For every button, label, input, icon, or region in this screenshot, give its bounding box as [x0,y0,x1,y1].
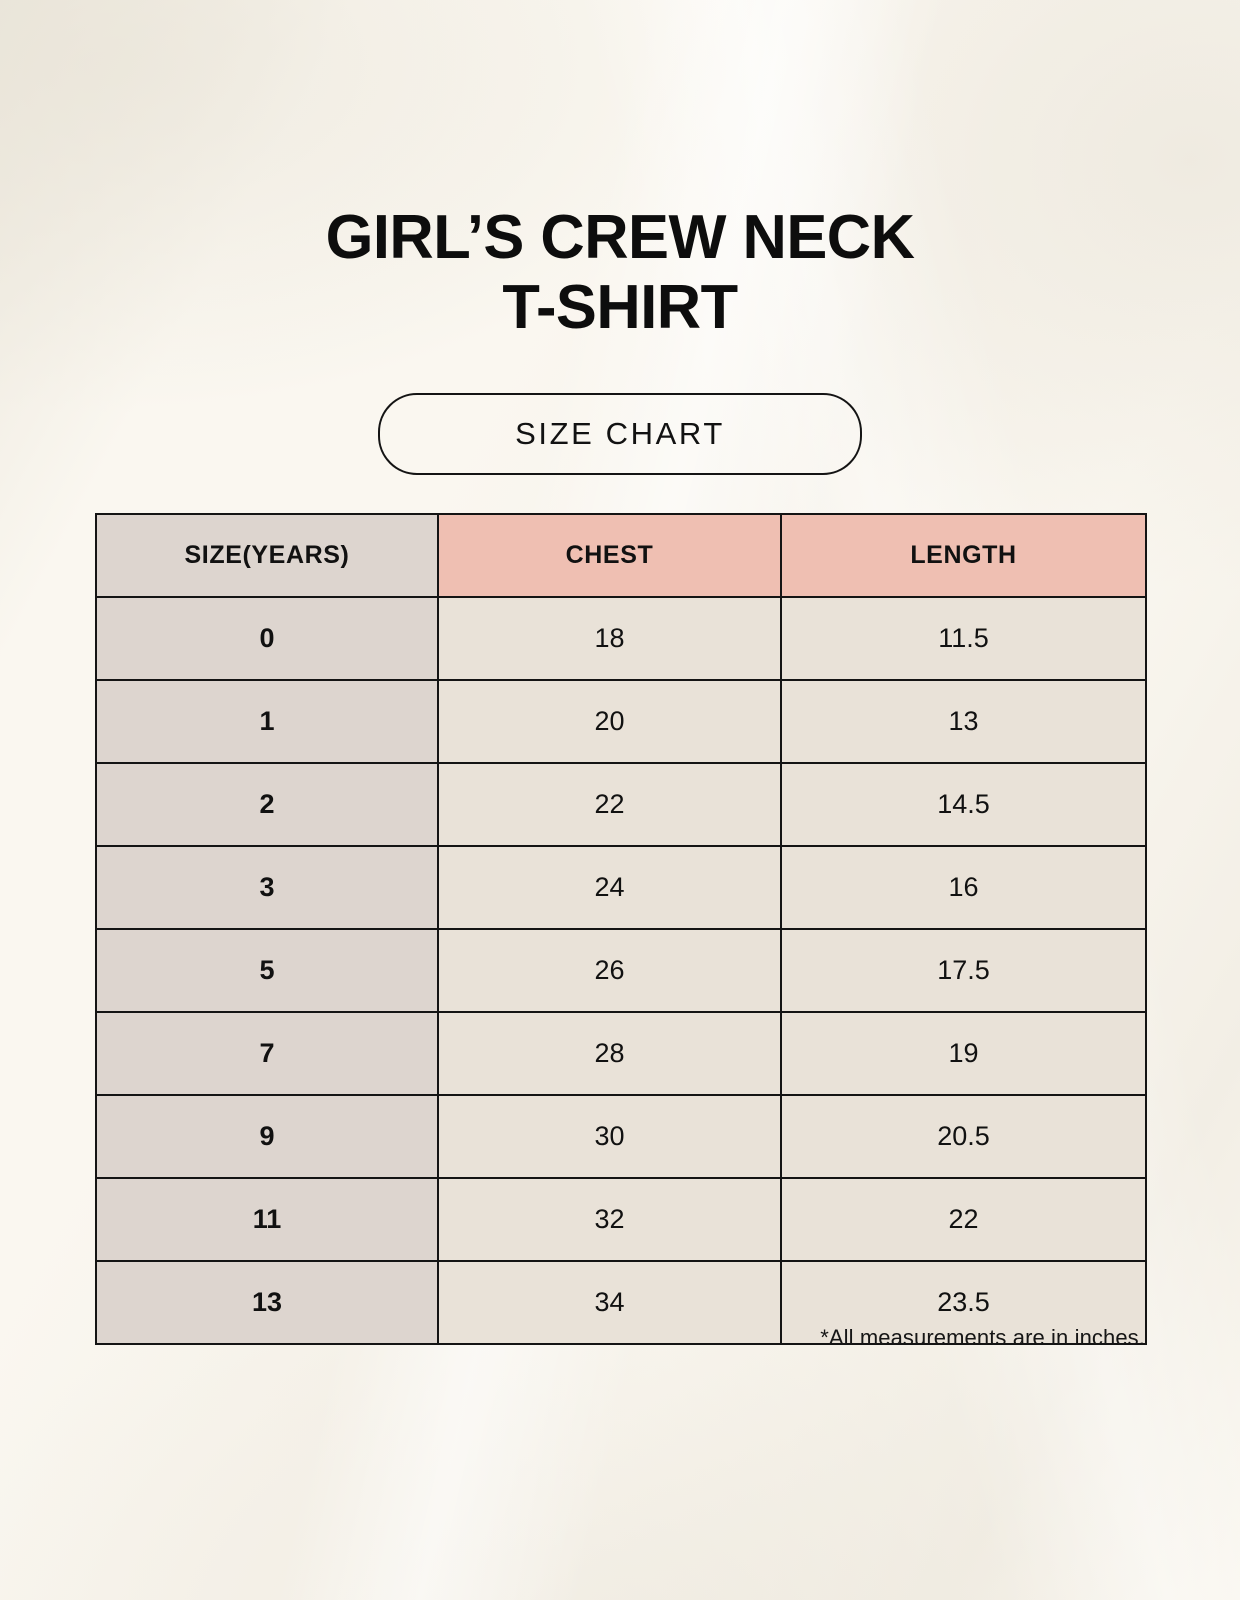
cell-size: 3 [95,845,439,930]
table-row: 0 18 11.5 [95,596,1147,681]
cell-chest: 24 [437,845,782,930]
cell-length: 17.5 [780,928,1147,1013]
size-chart-table: SIZE(YEARS) CHEST LENGTH 0 18 11.5 1 20 13 2 22… [95,513,1147,1345]
cell-length: 14.5 [780,762,1147,847]
column-header-length: LENGTH [780,513,1147,598]
cell-size: 0 [95,596,439,681]
size-chart-badge-row: SIZE CHART [0,393,1240,475]
table-row: 11 32 22 [95,1177,1147,1262]
column-header-chest: CHEST [437,513,782,598]
column-header-size: SIZE(YEARS) [95,513,439,598]
cell-chest: 30 [437,1094,782,1179]
cell-chest: 26 [437,928,782,1013]
cell-size: 11 [95,1177,439,1262]
cell-chest: 18 [437,596,782,681]
cell-length: 11.5 [780,596,1147,681]
table-row: 5 26 17.5 [95,928,1147,1013]
cell-size: 9 [95,1094,439,1179]
cell-chest: 22 [437,762,782,847]
cell-size: 2 [95,762,439,847]
table-row: 1 20 13 [95,679,1147,764]
cell-length: 19 [780,1011,1147,1096]
measurement-units-note: *All measurements are in inches. [820,1325,1145,1350]
cell-chest: 28 [437,1011,782,1096]
cell-length: 16 [780,845,1147,930]
table-header-row: SIZE(YEARS) CHEST LENGTH [95,513,1147,598]
cell-size: 1 [95,679,439,764]
table-row: 7 28 19 [95,1011,1147,1096]
size-chart-badge: SIZE CHART [378,393,862,475]
page-title: GIRL’S CREW NECK T-SHIRT [325,203,915,342]
cell-chest: 32 [437,1177,782,1262]
cell-size: 7 [95,1011,439,1096]
cell-chest: 20 [437,679,782,764]
table-row: 9 30 20.5 [95,1094,1147,1179]
cell-length: 20.5 [780,1094,1147,1179]
table-row: 3 24 16 [95,845,1147,930]
cell-length: 22 [780,1177,1147,1262]
cell-length: 13 [780,679,1147,764]
cell-size: 5 [95,928,439,1013]
table-header: SIZE(YEARS) CHEST LENGTH [95,513,1147,598]
table-row: 2 22 14.5 [95,762,1147,847]
table-body: 0 18 11.5 1 20 13 2 22 14.5 3 24 16 5 26 17.5 7 28 19 9 30 2… [95,596,1147,1345]
